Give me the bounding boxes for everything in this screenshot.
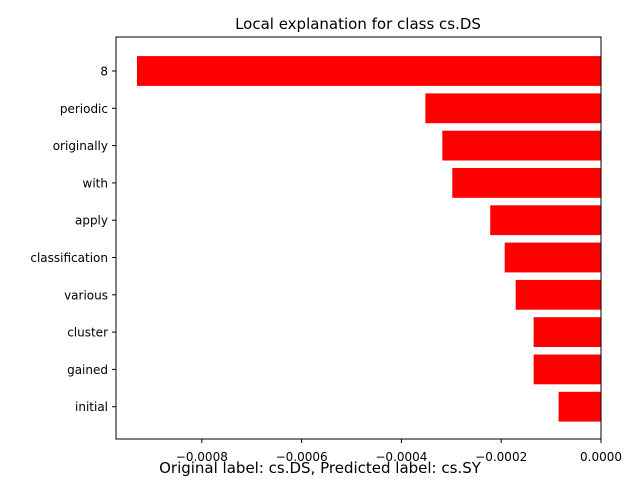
bar-gained (533, 354, 601, 385)
bars-group (136, 56, 601, 422)
prediction-caption: Original label: cs.DS, Predicted label: … (159, 459, 481, 477)
bar-cluster (533, 317, 601, 347)
x-axis-ticks: −0.0008 −0.0006 −0.0004 −0.0002 0.0000 (176, 439, 622, 464)
y-tick-label-periodic: periodic (60, 102, 108, 116)
x-tick-label: −0.0004 (375, 450, 427, 464)
bar-various (515, 279, 601, 310)
bar-periodic (425, 93, 601, 124)
x-tick-label: 0.0000 (580, 450, 622, 464)
y-axis-ticks: 8 periodic originally with apply classificati… (30, 65, 116, 414)
bar-8 (136, 56, 601, 86)
y-tick-label-classification: classification (30, 251, 108, 265)
y-tick-label-cluster: cluster (67, 326, 108, 340)
x-tick-label: −0.0002 (475, 450, 527, 464)
x-tick-label: −0.0008 (176, 450, 228, 464)
y-tick-label-with: with (83, 176, 108, 190)
x-tick-label: −0.0006 (276, 450, 328, 464)
bar-with (452, 168, 601, 198)
plot-frame (115, 36, 602, 440)
y-tick-label-apply: apply (75, 214, 108, 228)
y-tick-label-various: various (64, 288, 108, 302)
y-tick-label-initial: initial (75, 400, 108, 414)
bar-initial (558, 391, 601, 422)
y-tick-label-gained: gained (67, 363, 108, 377)
y-tick-label-8: 8 (100, 65, 108, 79)
y-tick-label-originally: originally (53, 139, 108, 153)
bar-classification (504, 242, 601, 273)
chart-title: Local explanation for class cs.DS (235, 15, 481, 33)
bar-apply (490, 205, 601, 236)
bar-originally (442, 130, 601, 161)
